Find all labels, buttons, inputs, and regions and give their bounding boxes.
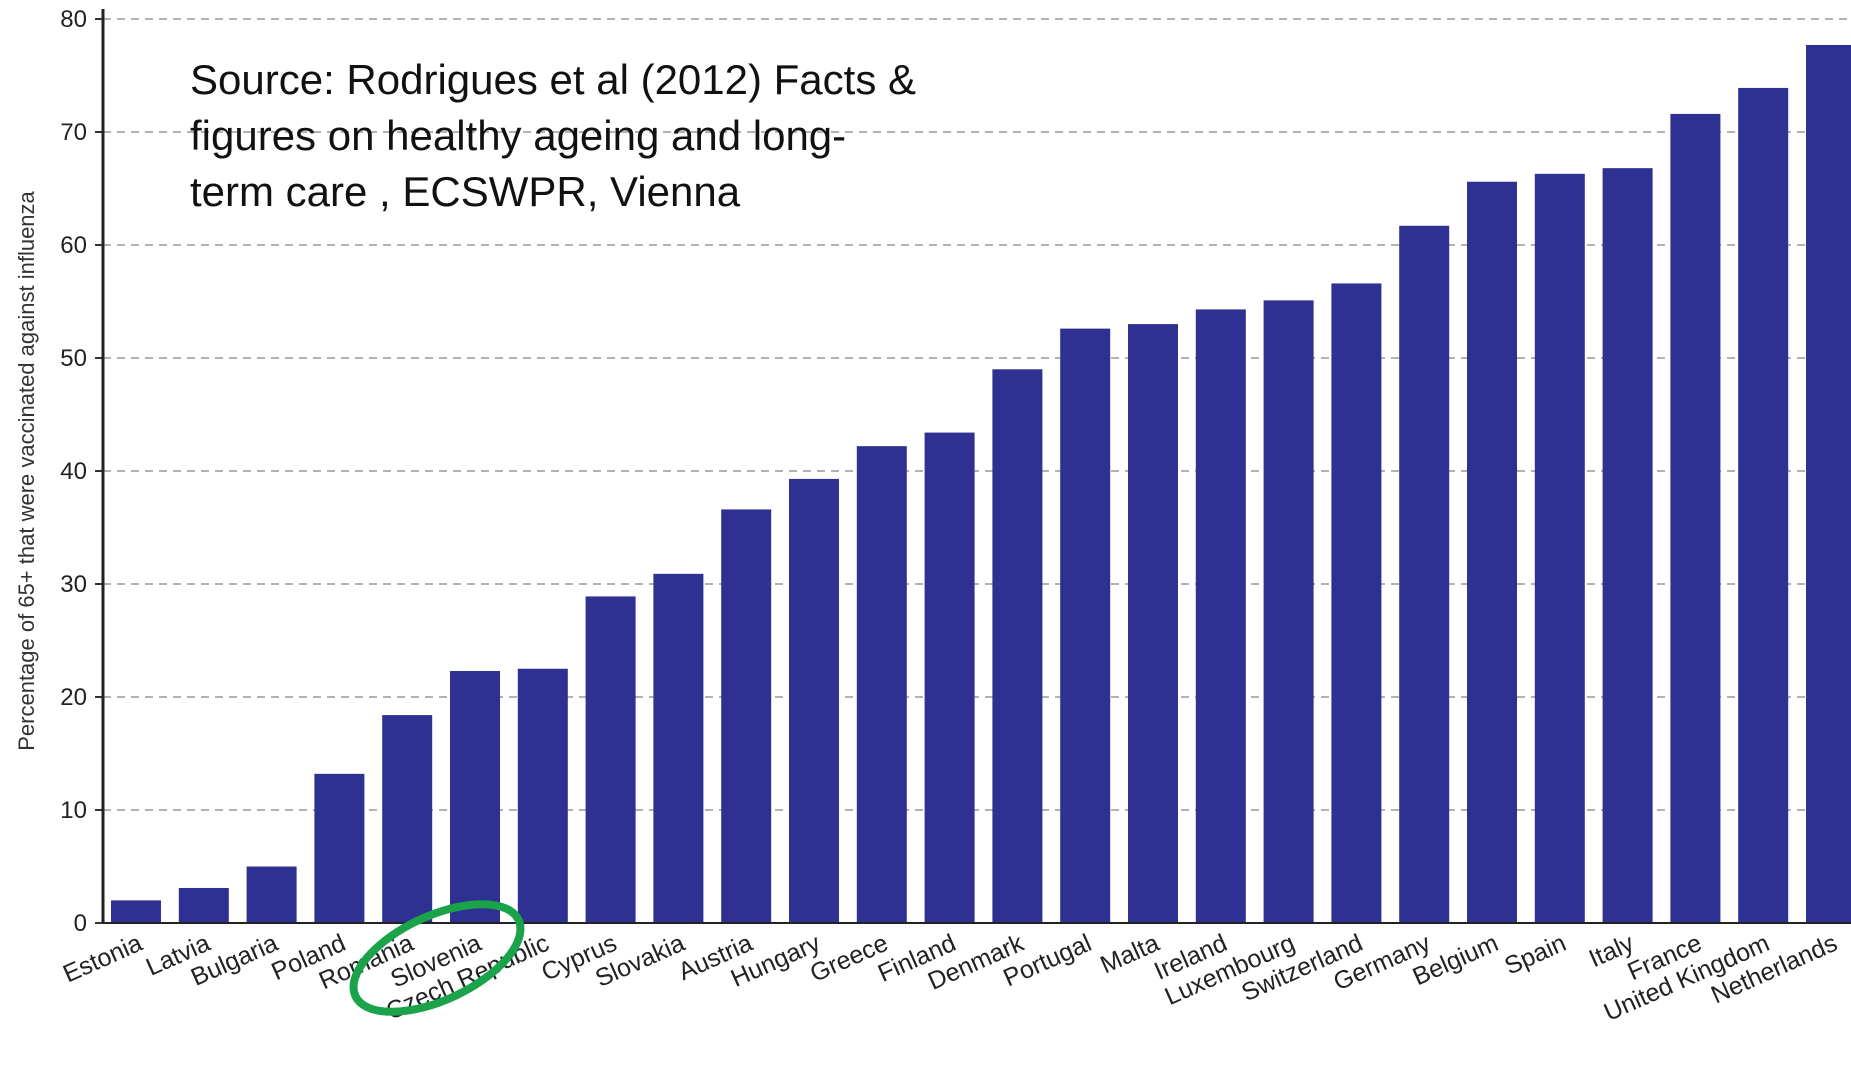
- bar: [1602, 168, 1653, 923]
- y-tick-label: 30: [60, 571, 87, 598]
- bar: [450, 671, 500, 923]
- bar: [314, 773, 365, 923]
- bar: [1331, 283, 1382, 923]
- y-tick-label: 80: [60, 6, 87, 33]
- y-tick-label: 60: [60, 232, 87, 259]
- y-tick-label: 40: [60, 458, 87, 485]
- bar: [1263, 300, 1314, 923]
- bar: [1195, 309, 1246, 923]
- y-axis-label: Percentage of 65+ that were vaccinated a…: [14, 190, 39, 750]
- bar: [1738, 87, 1789, 924]
- bar: [1128, 324, 1178, 924]
- bar: [721, 509, 772, 923]
- bar: [1060, 328, 1111, 923]
- bar: [1399, 225, 1450, 924]
- bar: [1534, 173, 1585, 923]
- bar: [992, 369, 1043, 923]
- bar: [585, 596, 636, 923]
- highlight-ring: [349, 900, 525, 1016]
- bar: [246, 866, 297, 923]
- x-tick-label: Greece: [806, 929, 892, 988]
- y-tick-label: 20: [60, 684, 87, 711]
- bar: [382, 715, 433, 923]
- bar: [1467, 181, 1517, 924]
- source-note: figures on healthy ageing and long-: [190, 112, 846, 159]
- bar: [924, 432, 975, 923]
- source-note: term care , ECSWPR, Vienna: [190, 168, 741, 215]
- bar: [517, 668, 568, 923]
- plot: 01020304050607080EstoniaLatviaBulgariaPo…: [59, 6, 1851, 1027]
- y-tick-label: 70: [60, 119, 87, 146]
- source-note: Source: Rodrigues et al (2012) Facts &: [190, 56, 916, 103]
- bar: [789, 478, 839, 923]
- bar: [653, 573, 704, 923]
- bar: [1670, 113, 1721, 924]
- x-tick-label: Estonia: [59, 929, 147, 989]
- bar: [856, 446, 907, 923]
- y-tick-label: 50: [60, 345, 87, 372]
- x-tick-label: Spain: [1500, 929, 1570, 981]
- y-tick-label: 10: [60, 797, 87, 824]
- bar: [178, 887, 229, 923]
- bar: [1806, 44, 1851, 924]
- y-tick-label: 0: [74, 910, 87, 937]
- bar: [111, 900, 161, 923]
- x-tick-label: Malta: [1096, 929, 1163, 979]
